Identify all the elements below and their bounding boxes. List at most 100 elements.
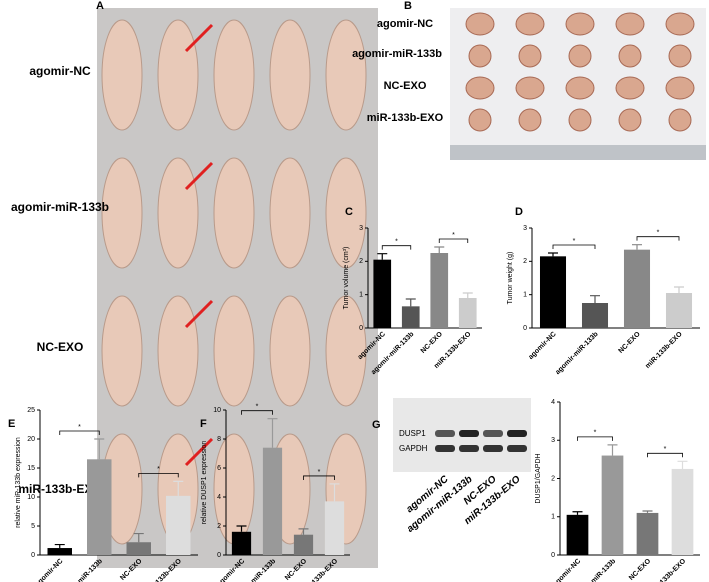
significance-mark: * [573,238,576,245]
significance-bracket [381,245,412,250]
y-tick-label: 0 [523,325,527,332]
bar [566,514,589,555]
error-bar [674,286,684,293]
band [459,430,479,437]
tumor [565,76,595,100]
tumor [465,76,495,100]
tumor [518,44,542,68]
mouse [325,157,367,269]
tumor [668,44,692,68]
bar [126,542,151,555]
bar [539,256,567,328]
mouse [157,19,199,131]
significance-bracket [59,430,100,435]
significance-mark: * [594,430,597,437]
band [483,430,503,437]
y-axis-label: Tumor volume (cm³) [343,247,350,310]
band [435,445,455,452]
bar [636,512,659,555]
mouse [213,295,255,407]
row-label: agomir-NC [29,64,91,78]
significance-bracket [552,244,596,249]
mouse [213,19,255,131]
band [483,445,503,452]
y-axis-label: Tumor weight (g) [507,252,514,305]
arrow [184,437,214,467]
tumor [668,108,692,132]
bar [601,455,624,555]
mouse [269,295,311,407]
significance-mark: * [157,466,160,473]
y-tick-label: 3 [551,437,555,444]
tumor [468,108,492,132]
bar [665,293,693,328]
panel-letter: F [200,418,207,430]
y-tick-label: 3 [359,225,363,232]
significance-mark: * [318,469,321,476]
error-bar [405,298,416,307]
significance-bracket [438,238,469,243]
mouse [157,157,199,269]
mouse [325,295,367,407]
tumor [465,12,495,36]
y-tick-label: 3 [523,225,527,232]
y-tick-label: 15 [27,465,35,472]
band [435,430,455,437]
error-bar [632,244,642,250]
band-label: GAPDH [399,444,428,453]
mouse [101,157,143,269]
bar [430,253,449,328]
x-tick-label: NC-EXO [420,330,445,355]
error-bar [54,543,65,549]
bar [671,468,694,555]
significance-bracket [577,436,613,441]
y-tick-label: 8 [217,436,221,443]
tumor [568,44,592,68]
y-tick-label: 10 [27,494,35,501]
error-bar [642,510,653,513]
bar [87,459,112,555]
mouse [157,295,199,407]
error-bar [677,460,688,469]
mouse [269,19,311,131]
significance-mark: * [78,424,81,431]
y-tick-label: 0 [31,552,35,559]
error-bar [94,438,105,460]
error-bar [173,480,184,496]
y-tick-label: 2 [217,523,221,530]
panel-letter: C [345,206,353,218]
arrow [184,161,214,191]
tumor [565,12,595,36]
error-bar [434,246,445,253]
mouse [101,19,143,131]
significance-bracket [241,410,273,415]
significance-mark: * [664,446,667,453]
arrow [184,23,214,53]
tumor [618,44,642,68]
tumor [665,12,695,36]
error-bar [267,418,278,448]
x-tick-label: agomir-miR-133b [59,558,104,582]
bar [324,501,345,555]
band-label: DUSP1 [399,429,426,438]
error-bar [462,292,473,298]
bar [581,303,609,328]
y-tick-label: 20 [27,436,35,443]
tumor [468,44,492,68]
y-tick-label: 2 [551,475,555,482]
error-bar [298,528,309,535]
bar [262,447,283,555]
significance-mark: * [657,230,660,237]
x-tick-label: agomir-NC [34,558,64,582]
mouse [325,19,367,131]
row-label: agomir-miR-133b [352,48,442,60]
panel-letter: G [372,419,381,431]
x-tick-label: miR-133b-EXO [648,557,688,582]
error-bar [548,252,558,257]
significance-bracket [647,452,683,458]
panel-letter: A [96,0,104,12]
row-label: NC-EXO [384,80,427,92]
row-label: miR-133b-EXO [18,482,101,496]
error-bar [572,511,583,515]
